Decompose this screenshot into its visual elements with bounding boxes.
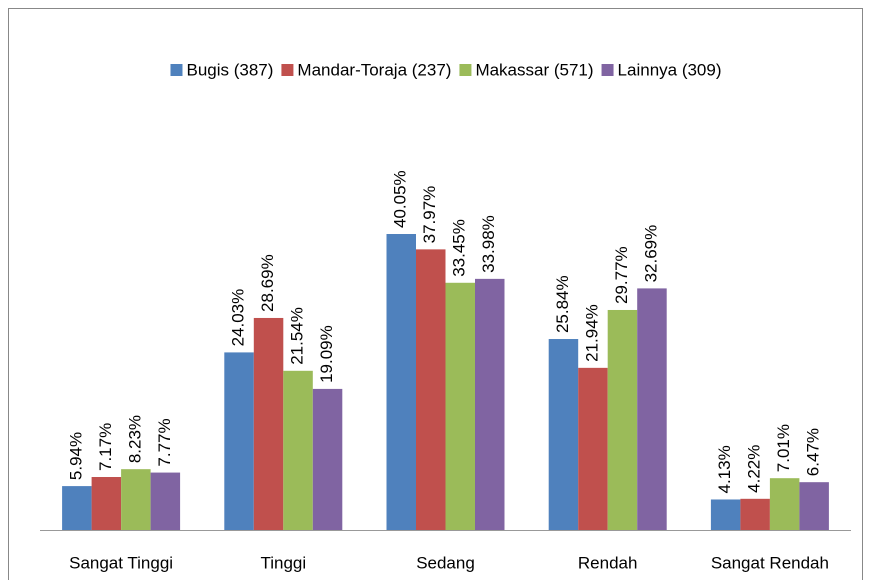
bar [312,388,343,530]
data-label: 32.69% [641,225,660,283]
data-label: 5.94% [66,432,85,480]
x-tick-label: Sangat Tinggi [69,553,173,572]
data-label: 21.54% [288,307,307,365]
data-label: 7.77% [155,418,174,466]
legend-label: Mandar-Toraja (237) [297,60,451,79]
bar [283,370,313,530]
data-label: 21.94% [582,304,601,362]
data-label: 28.69% [258,254,277,312]
data-label: 19.09% [317,325,336,383]
data-label: 4.22% [745,445,764,493]
data-label: 24.03% [229,289,248,347]
bar [769,478,800,530]
legend-label: Makassar (571) [475,60,593,79]
legend-swatch [601,64,614,76]
data-label: 4.13% [715,445,734,493]
legend-swatch [281,64,294,76]
bar [607,309,638,530]
data-label: 40.05% [391,170,410,228]
bar [253,317,284,530]
bar [121,469,151,530]
bar [445,282,475,530]
bar [799,482,829,530]
data-label: 7.17% [96,423,115,471]
legend-label: Lainnya (309) [618,60,722,79]
data-label: 33.45% [450,219,469,277]
data-label: 37.97% [420,186,439,244]
data-label: 33.98% [479,215,498,273]
legend-swatch [459,64,472,76]
data-label: 29.77% [612,246,631,304]
bar [91,477,122,530]
bar [62,486,92,530]
data-label: 8.23% [125,415,144,463]
bar [224,352,254,530]
bar [740,498,770,530]
bar [416,249,446,530]
x-tick-label: Rendah [578,553,638,572]
bar [386,234,416,530]
legend-label: Bugis (387) [186,60,273,79]
bar [150,472,181,530]
data-label: 25.84% [553,275,572,333]
bar [548,339,579,530]
x-tick-label: Sedang [416,553,475,572]
x-tick-label: Sangat Rendah [711,553,829,572]
bar [475,278,505,530]
data-label: 7.01% [774,424,793,472]
legend-swatch [170,64,183,76]
bar [637,288,667,530]
bar [578,367,608,530]
x-tick-label: Tinggi [260,553,306,572]
data-label: 6.47% [804,428,823,476]
bar [710,499,741,530]
